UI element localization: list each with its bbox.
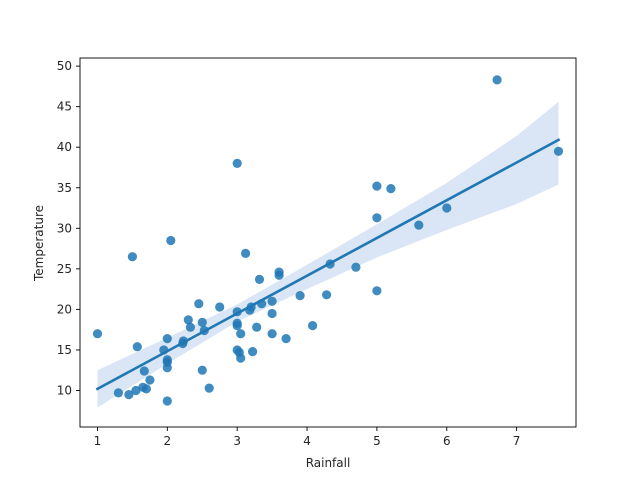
data-point [295,291,305,301]
data-point [204,383,214,393]
data-point [183,315,193,325]
y-tick-label: 15 [57,343,72,357]
data-point [254,274,265,284]
data-point [248,347,258,357]
y-tick-label: 50 [57,59,72,73]
data-point [274,267,284,277]
data-point [267,308,277,319]
data-point [267,329,277,339]
data-point [322,290,332,300]
data-point [372,181,382,191]
data-point [197,317,207,327]
data-point [553,146,564,156]
y-tick-label: 45 [57,100,72,114]
axes-frame [79,57,577,428]
y-axis-label: Temperature [32,205,46,282]
x-tick-label: 2 [164,434,172,448]
y-tick-label: 40 [57,140,72,154]
x-tick-label: 3 [233,434,241,448]
data-point [236,329,246,339]
data-point [92,329,103,339]
data-point [372,213,382,223]
confidence-band [97,101,559,408]
data-point [194,299,204,309]
data-point [386,184,396,194]
data-point [232,321,242,331]
data-point [197,365,207,375]
data-point [162,355,172,365]
y-tick-label: 10 [57,384,72,398]
data-point [442,203,452,213]
data-point [185,322,195,332]
data-point [267,296,277,306]
plot-area [92,75,564,408]
data-points [92,75,564,406]
x-tick-label: 4 [303,434,311,448]
x-tick-label: 1 [94,434,102,448]
y-tick-label: 25 [57,262,72,276]
data-point [166,235,176,246]
data-point [145,375,155,385]
data-point [113,388,123,398]
data-point [162,396,172,406]
x-axis-label: Rainfall [306,456,351,470]
x-axis: 1 2 3 4 5 6 7 [94,427,521,448]
data-point [281,334,291,344]
data-point [372,286,382,296]
data-point [127,252,137,262]
x-tick-label: 6 [443,434,451,448]
regression-line [95,138,561,391]
data-point [139,366,149,376]
data-point [414,220,424,230]
data-point [241,248,251,258]
data-point [215,302,225,312]
data-point [124,390,134,400]
data-point [308,321,318,331]
data-point [252,322,262,332]
y-axis: 10 15 20 25 30 35 40 45 50 [57,59,80,398]
data-point [232,158,242,168]
data-point [236,353,246,363]
x-tick-label: 7 [513,434,521,448]
data-point [131,385,141,396]
data-point [492,75,502,85]
data-point [141,384,151,394]
y-tick-label: 20 [57,302,72,316]
data-point [351,262,361,272]
data-point [162,334,172,344]
x-tick-label: 5 [373,434,381,448]
data-point [132,342,142,352]
y-tick-label: 30 [57,221,72,235]
y-tick-label: 35 [57,181,72,195]
